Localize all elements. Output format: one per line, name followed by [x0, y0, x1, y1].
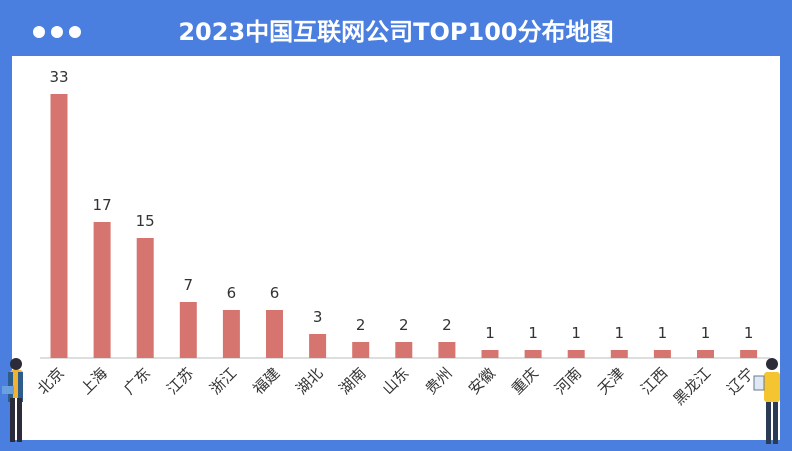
category-label: 安徽 [465, 364, 499, 398]
bar-贵州 [438, 342, 456, 358]
value-label: 6 [227, 284, 237, 302]
category-label: 黑龙江 [670, 364, 715, 409]
bar-湖南 [352, 342, 370, 358]
category-label: 湖北 [292, 364, 326, 398]
window-dot-icon [33, 26, 45, 38]
bar-江苏 [179, 302, 197, 358]
value-label: 1 [658, 324, 668, 342]
person-illustration-right [753, 358, 780, 444]
category-label: 福建 [249, 364, 283, 398]
bar-黑龙江 [697, 350, 714, 358]
category-label: 天津 [594, 364, 628, 398]
bar-浙江 [222, 310, 240, 358]
value-label: 1 [744, 324, 754, 342]
category-label: 广东 [120, 364, 154, 398]
value-label: 2 [442, 316, 452, 334]
bar-安徽 [481, 350, 499, 358]
bar-江西 [653, 350, 671, 358]
value-label: 2 [356, 316, 366, 334]
value-label: 1 [485, 324, 495, 342]
value-label: 1 [615, 324, 625, 342]
bar-河南 [567, 350, 585, 358]
category-label: 湖南 [336, 364, 370, 398]
value-label: 6 [270, 284, 280, 302]
window-dot-icon [69, 26, 81, 38]
chart-title: 2023中国互联网公司TOP100分布地图 [178, 18, 614, 46]
category-label: 江苏 [163, 364, 197, 398]
value-label: 33 [49, 68, 68, 86]
bar-福建 [266, 310, 283, 358]
bar-chart: 33 17 15 7 6 6 3 2 2 2 1 1 1 1 1 1 1 北京 上海 广东 江苏 浙江 福建 湖北 湖南 山东贵… [34, 68, 770, 409]
window-dot-icon [51, 26, 63, 38]
bar-广东 [136, 238, 154, 358]
bar-湖北 [309, 334, 327, 358]
category-label: 山东 [379, 364, 413, 398]
value-label: 2 [399, 316, 409, 334]
value-label: 3 [313, 308, 323, 326]
value-label: 1 [571, 324, 581, 342]
value-label: 7 [184, 276, 194, 294]
category-label: 贵州 [422, 364, 456, 398]
value-label: 17 [93, 196, 112, 214]
category-label: 河南 [551, 364, 585, 398]
category-label: 重庆 [508, 364, 542, 398]
value-label: 1 [701, 324, 711, 342]
bar-天津 [610, 350, 628, 358]
category-label: 上海 [77, 364, 111, 398]
bar-山东 [395, 342, 413, 358]
person-illustration-left [2, 358, 23, 442]
category-label: 北京 [34, 364, 68, 398]
bar-辽宁 [740, 350, 758, 358]
value-labels-group: 33 17 15 7 6 6 3 2 2 2 1 1 1 1 1 1 1 [49, 68, 753, 342]
category-label: 江西 [637, 364, 671, 398]
title-bar [12, 10, 780, 56]
bars-group [50, 94, 758, 358]
bar-重庆 [524, 350, 542, 358]
category-label: 浙江 [206, 364, 240, 398]
value-label: 15 [136, 212, 155, 230]
bar-上海 [93, 222, 111, 358]
chart-panel: 33 17 15 7 6 6 3 2 2 2 1 1 1 1 1 1 1 北京 上海 广东 江苏 浙江 福建 湖北 湖南 山东贵… [12, 56, 780, 440]
bar-北京 [50, 94, 68, 358]
value-label: 1 [528, 324, 538, 342]
